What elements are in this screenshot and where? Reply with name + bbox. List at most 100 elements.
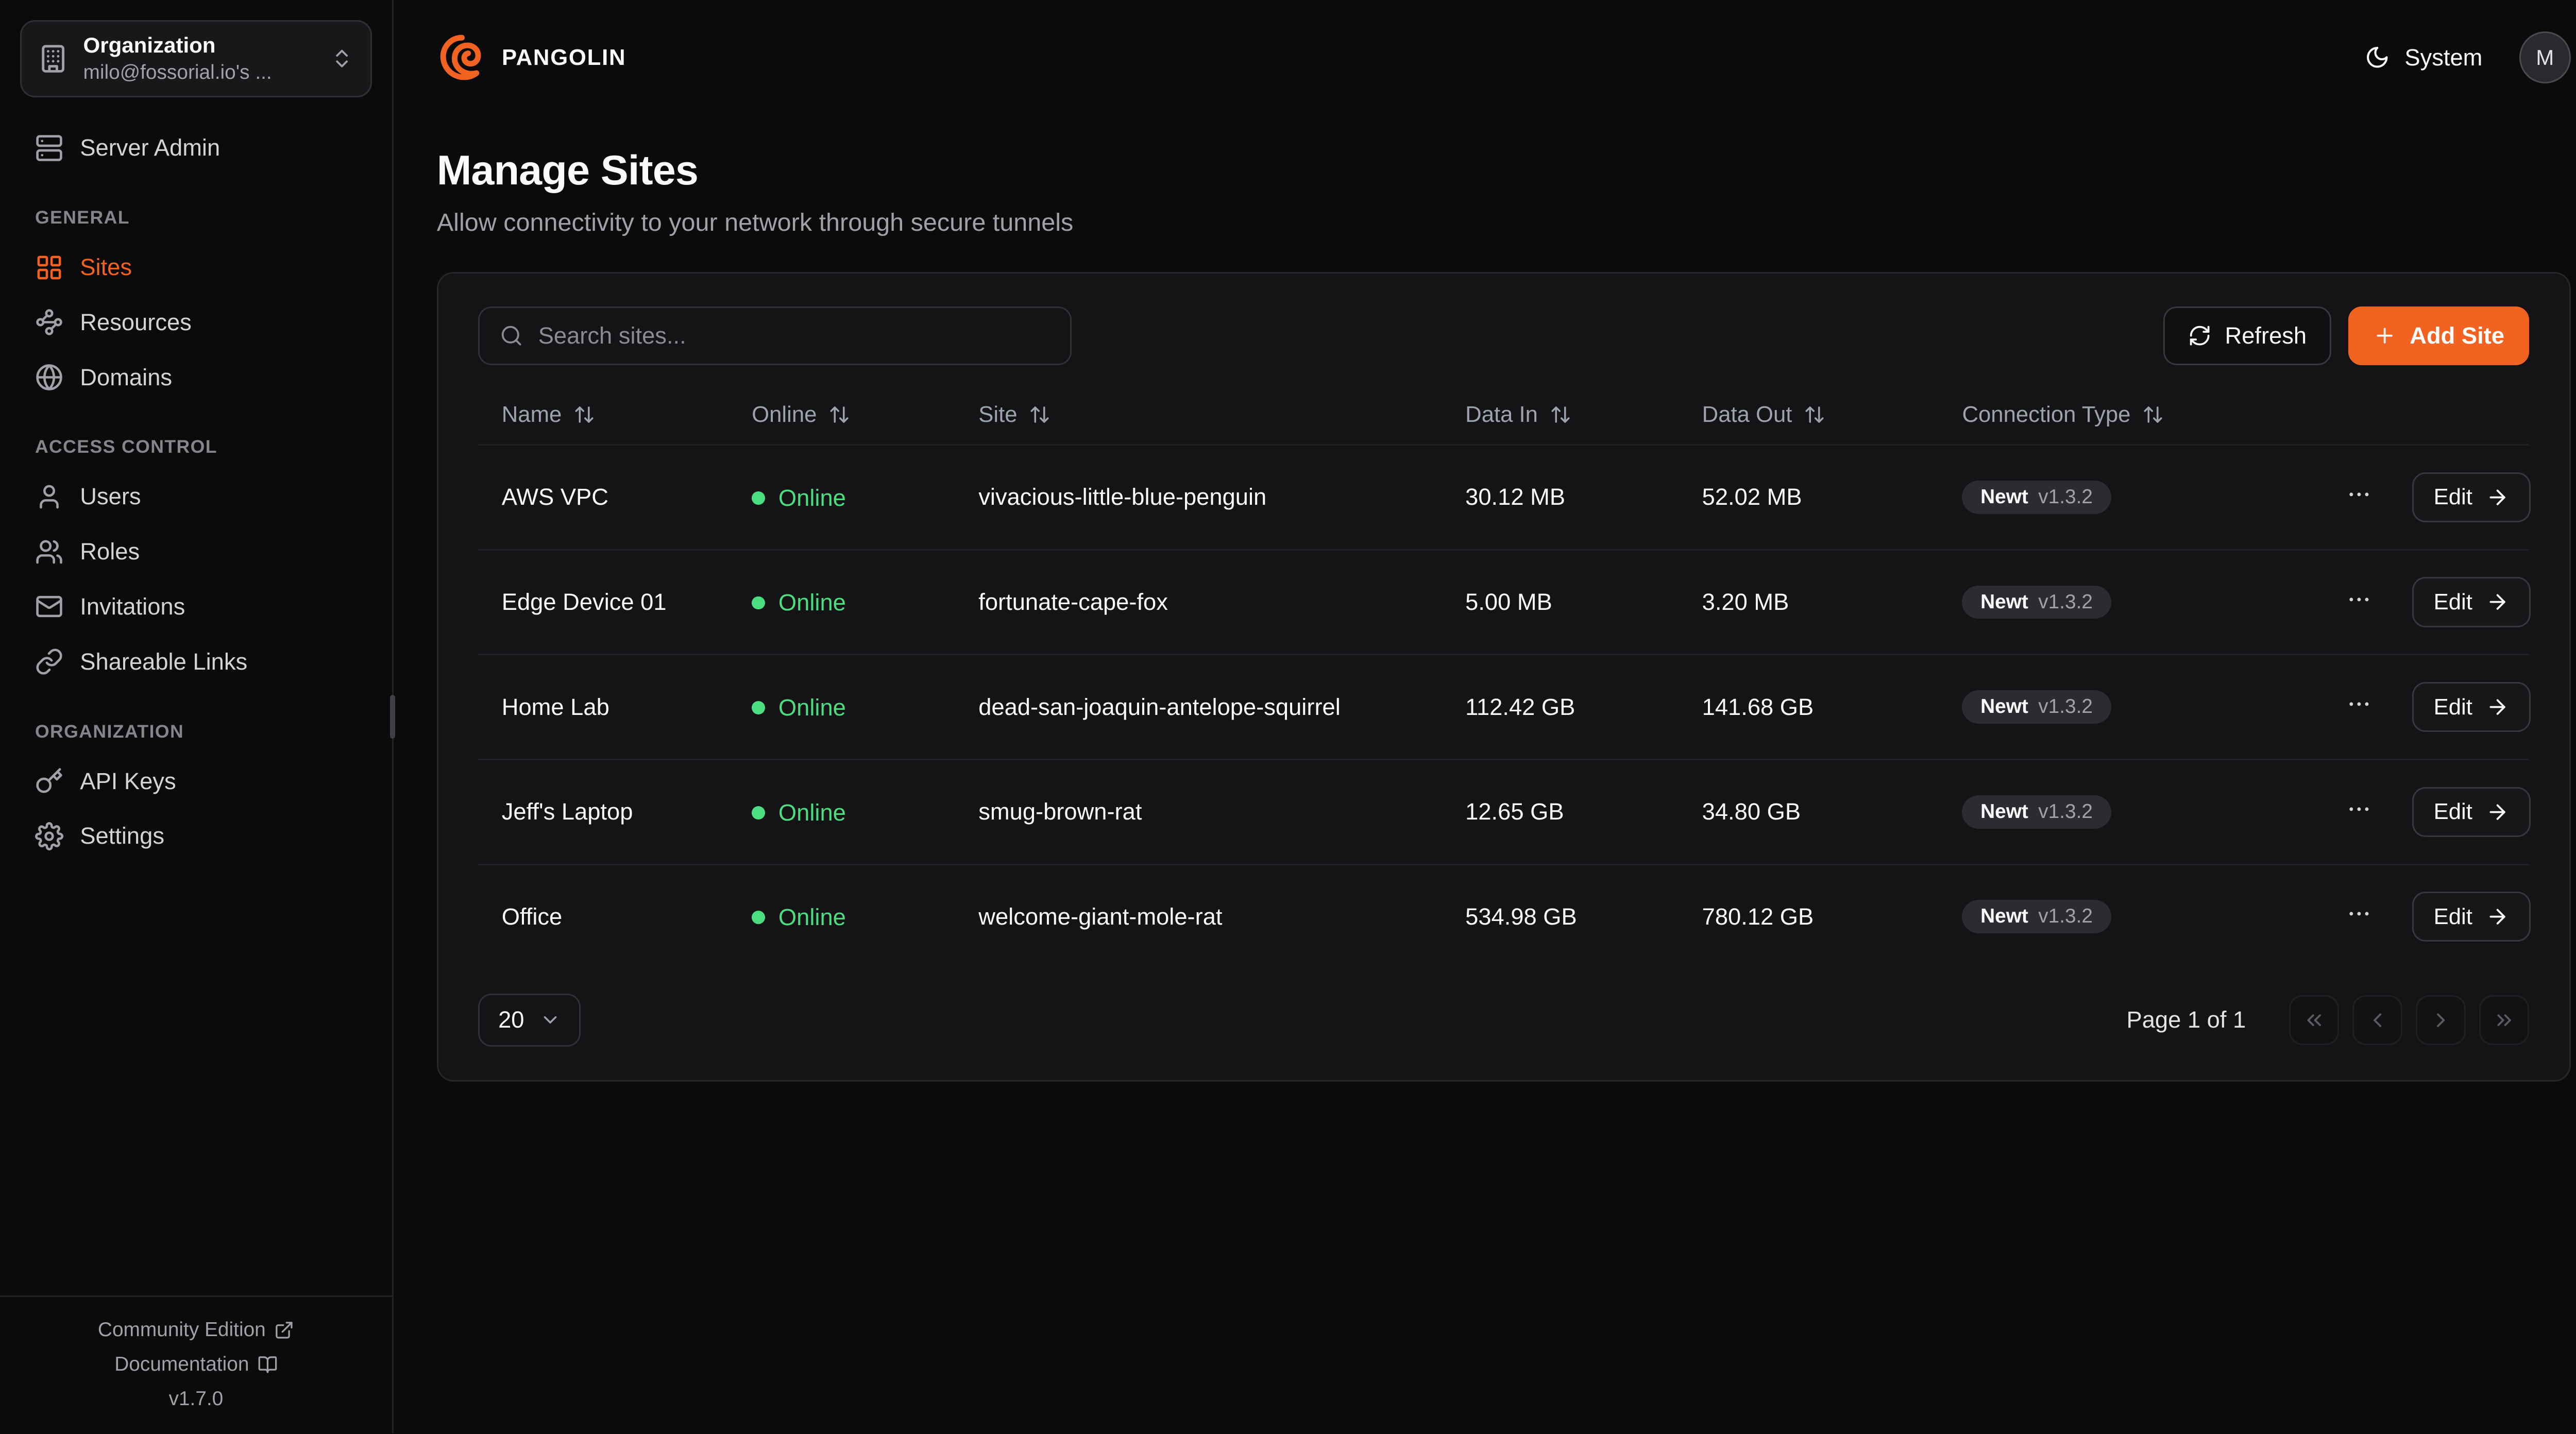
pagination: 20 Page 1 of 1 xyxy=(478,993,2530,1047)
cell-connection-type: Newt v1.3.2 xyxy=(1939,863,2316,969)
chevron-left-icon xyxy=(2366,1009,2389,1032)
edit-site-button[interactable]: Edit xyxy=(2412,682,2531,732)
online-status-text: Online xyxy=(778,694,846,721)
add-site-button[interactable]: Add Site xyxy=(2348,306,2530,365)
column-header-data-in[interactable]: Data In xyxy=(1465,402,1571,428)
edit-site-button[interactable]: Edit xyxy=(2412,472,2531,522)
ellipsis-icon xyxy=(2346,481,2372,508)
sites-card: Refresh Add Site Name Online Site Data In Da… xyxy=(436,271,2571,1082)
next-page-button[interactable] xyxy=(2416,995,2466,1045)
sidebar-item-label: Shareable Links xyxy=(80,648,248,675)
sidebar-item-shareable-links[interactable]: Shareable Links xyxy=(20,634,372,689)
cell-data-out: 141.68 GB xyxy=(1679,654,1939,760)
cell-actions: Edit xyxy=(2315,444,2531,550)
arrow-right-icon xyxy=(2486,486,2509,509)
arrow-right-icon xyxy=(2486,590,2509,613)
row-actions-menu-button[interactable] xyxy=(2339,474,2379,520)
online-status-dot xyxy=(752,806,766,820)
chevrons-left-icon xyxy=(2302,1009,2326,1032)
page-status: Page 1 of 1 xyxy=(2126,1006,2246,1033)
edit-site-button[interactable]: Edit xyxy=(2412,577,2531,627)
sidebar-item-label: Users xyxy=(80,483,141,510)
column-header-connection-type[interactable]: Connection Type xyxy=(1962,402,2164,428)
sidebar-nav-sections: GENERAL Sites Resources Domains ACCESS C… xyxy=(20,207,372,864)
table-row: Jeff's Laptop Online smug-brown-rat 12.6… xyxy=(478,758,2531,865)
page-size-select[interactable]: 20 xyxy=(478,993,581,1047)
sidebar-item-api-keys[interactable]: API Keys xyxy=(20,754,372,809)
book-icon xyxy=(258,1355,278,1375)
documentation-link[interactable]: Documentation xyxy=(114,1353,277,1376)
table-row: Home Lab Online dead-san-joaquin-antelop… xyxy=(478,654,2531,760)
row-actions-menu-button[interactable] xyxy=(2339,789,2379,835)
brand: PANGOLIN xyxy=(437,32,626,82)
settings-icon xyxy=(35,822,63,850)
cell-site: smug-brown-rat xyxy=(955,758,1442,865)
table-row: AWS VPC Online vivacious-little-blue-pen… xyxy=(478,444,2531,550)
first-page-button[interactable] xyxy=(2289,995,2340,1045)
search-icon xyxy=(500,324,523,347)
avatar[interactable]: M xyxy=(2519,31,2571,83)
refresh-label: Refresh xyxy=(2225,322,2307,349)
sidebar-resize-handle[interactable] xyxy=(390,695,396,739)
cell-site: welcome-giant-mole-rat xyxy=(955,863,1442,969)
chevrons-right-icon xyxy=(2493,1009,2516,1032)
edit-site-button[interactable]: Edit xyxy=(2412,892,2531,942)
row-actions-menu-button[interactable] xyxy=(2339,684,2379,730)
org-switcher[interactable]: Organization milo@fossorial.io's ... xyxy=(20,20,372,97)
sidebar-item-server-admin[interactable]: Server Admin xyxy=(20,121,372,176)
sidebar-item-invitations[interactable]: Invitations xyxy=(20,579,372,635)
chevron-right-icon xyxy=(2429,1009,2452,1032)
column-header-online[interactable]: Online xyxy=(752,402,850,428)
brand-name: PANGOLIN xyxy=(502,44,626,70)
cell-connection-type: Newt v1.3.2 xyxy=(1939,549,2316,655)
prev-page-button[interactable] xyxy=(2352,995,2403,1045)
topbar: PANGOLIN System M xyxy=(394,0,2576,97)
cell-data-out: 34.80 GB xyxy=(1679,758,1939,865)
sidebar-section-label: ACCESS CONTROL xyxy=(35,436,217,457)
refresh-button[interactable]: Refresh xyxy=(2163,306,2332,365)
column-header-data-out[interactable]: Data Out xyxy=(1702,402,1825,428)
sites-icon xyxy=(35,253,63,282)
arrow-right-icon xyxy=(2486,695,2509,719)
chevrons-up-down-icon xyxy=(330,47,353,70)
cell-data-in: 112.42 GB xyxy=(1442,654,1679,760)
sidebar-item-resources[interactable]: Resources xyxy=(20,295,372,350)
documentation-label: Documentation xyxy=(114,1353,249,1376)
search-sites-input[interactable] xyxy=(538,322,1050,349)
key-icon xyxy=(35,767,63,795)
online-status-dot xyxy=(752,911,766,925)
cell-data-in: 30.12 MB xyxy=(1442,444,1679,550)
column-header-name[interactable]: Name xyxy=(502,402,595,428)
sidebar-item-domains[interactable]: Domains xyxy=(20,350,372,405)
edit-site-button[interactable]: Edit xyxy=(2412,787,2531,837)
sidebar-item-label: Sites xyxy=(80,254,132,281)
add-site-label: Add Site xyxy=(2410,322,2504,349)
sidebar-item-label: Server Admin xyxy=(80,134,221,161)
sidebar-item-label: Domains xyxy=(80,364,173,390)
online-status-dot xyxy=(752,701,766,715)
sidebar-item-users[interactable]: Users xyxy=(20,469,372,524)
sidebar-item-roles[interactable]: Roles xyxy=(20,524,372,579)
cell-name: AWS VPC xyxy=(478,444,728,550)
row-actions-menu-button[interactable] xyxy=(2339,894,2379,940)
row-actions-menu-button[interactable] xyxy=(2339,579,2379,625)
community-edition-link[interactable]: Community Edition xyxy=(98,1319,294,1341)
sidebar-item-sites[interactable]: Sites xyxy=(20,240,372,295)
last-page-button[interactable] xyxy=(2479,995,2530,1045)
refresh-icon xyxy=(2188,324,2211,347)
table-header-row: Name Online Site Data In Data Out Connection … xyxy=(478,385,2529,445)
cell-site: dead-san-joaquin-antelope-squirrel xyxy=(955,654,1442,760)
arrow-right-icon xyxy=(2486,800,2509,824)
theme-toggle[interactable]: System xyxy=(2365,44,2482,71)
table-body: AWS VPC Online vivacious-little-blue-pen… xyxy=(478,444,2531,969)
ellipsis-icon xyxy=(2346,691,2372,718)
globe-icon xyxy=(35,363,63,391)
sidebar-item-settings[interactable]: Settings xyxy=(20,809,372,864)
column-header-site[interactable]: Site xyxy=(978,402,1050,428)
table-row: Office Online welcome-giant-mole-rat 534… xyxy=(478,863,2531,969)
sidebar-item-label: API Keys xyxy=(80,767,176,794)
user-icon xyxy=(35,483,63,511)
sidebar-footer: Community Edition Documentation v1.7.0 xyxy=(0,1295,392,1433)
connection-type-badge: Newt v1.3.2 xyxy=(1962,900,2111,934)
online-status-dot xyxy=(752,596,766,610)
